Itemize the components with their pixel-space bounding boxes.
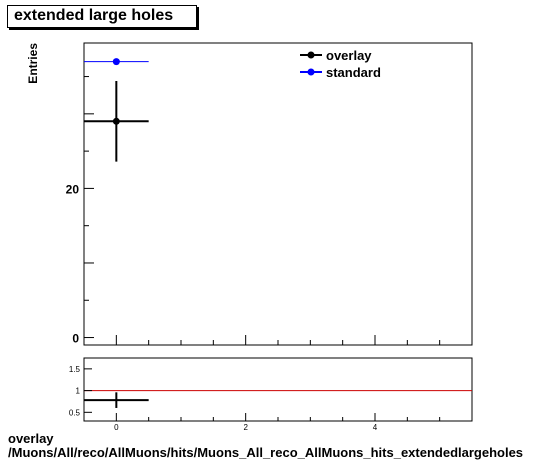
main-y-axis-label: Entries bbox=[26, 43, 40, 84]
legend-marker-overlay bbox=[307, 51, 315, 59]
footer-path: /Muons/All/reco/AllMuons/hits/Muons_All_… bbox=[8, 445, 524, 460]
standard-point bbox=[112, 58, 120, 66]
legend-label-standard: standard bbox=[326, 65, 381, 80]
overlay-point bbox=[112, 117, 120, 125]
plot-title-box: extended large holes bbox=[7, 5, 197, 28]
ratio-x-tick-label: 0 bbox=[114, 423, 119, 430]
main-plot: 0 20 Entries overlay standard bbox=[26, 42, 473, 346]
ratio-x-tick-label: 4 bbox=[373, 423, 378, 430]
legend-label-overlay: overlay bbox=[326, 48, 372, 63]
ratio-plot-frame bbox=[83, 357, 473, 422]
legend-marker-standard bbox=[307, 68, 315, 76]
main-plot-frame bbox=[83, 42, 473, 346]
ratio-y-tick-label: 0.5 bbox=[69, 408, 81, 417]
footer-label: overlay bbox=[8, 431, 54, 446]
main-y-tick-label: 20 bbox=[66, 182, 80, 196]
main-y-tick-label: 0 bbox=[72, 332, 79, 346]
plot-title: extended large holes bbox=[14, 7, 174, 24]
ratio-y-tick-label: 1.5 bbox=[69, 365, 81, 374]
ratio-x-tick-label: 2 bbox=[243, 423, 248, 430]
ratio-y-tick-label: 1 bbox=[76, 387, 81, 396]
ratio-plot: 0.511.5024extended large holes bbox=[69, 357, 473, 430]
